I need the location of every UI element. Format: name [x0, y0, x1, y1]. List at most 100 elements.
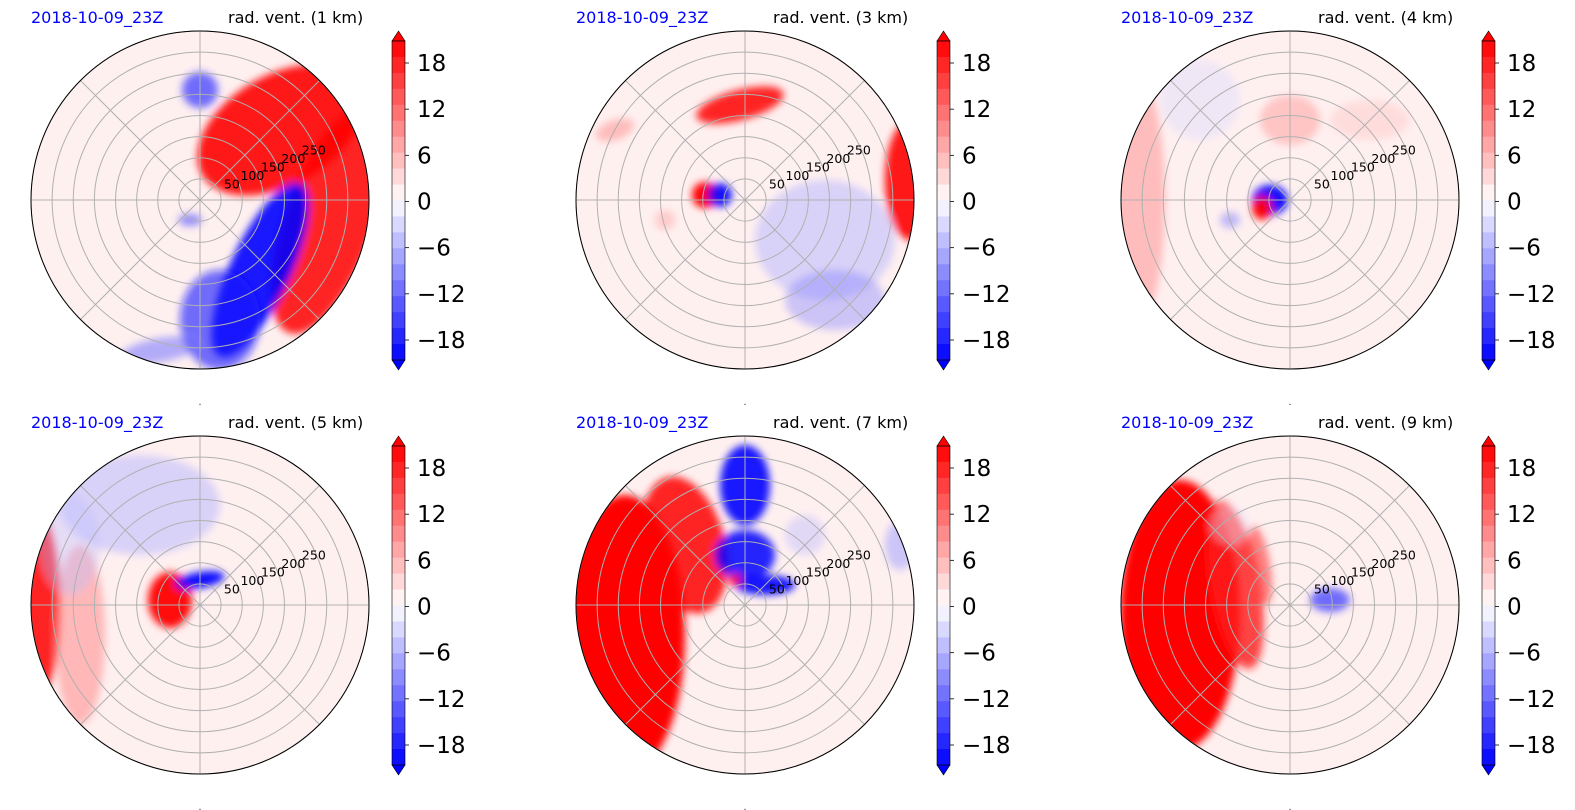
- radial-tick-label: 50: [769, 581, 785, 596]
- colorbar-level: [392, 104, 405, 122]
- field-blob: [1252, 196, 1272, 220]
- colorbar-level: [392, 168, 405, 186]
- panel-1: 50 100 150 200 250 18 12 6 0 −18 −12 −6 2018-10-09_2…: [0, 0, 545, 405]
- colorbar-tick-label: −6: [417, 236, 451, 262]
- grid-spoke: [744, 485, 865, 606]
- radial-tick-label: 250: [847, 547, 871, 562]
- colorbar-level: [1482, 152, 1495, 170]
- panel-title: rad. vent. (9 km): [1318, 413, 1454, 432]
- field-blob: [729, 574, 741, 586]
- colorbar-tick-label: 0: [417, 190, 432, 216]
- colorbar-level: [392, 56, 405, 74]
- grid-spoke: [1170, 199, 1291, 320]
- colorbar-tick-label: −6: [417, 641, 451, 667]
- panel-date: 2018-10-09_23Z: [1121, 8, 1254, 27]
- colorbar-extend-top: [936, 435, 951, 447]
- colorbar-level: [937, 621, 950, 638]
- colorbar-level: [392, 589, 405, 606]
- colorbar-level: [1482, 637, 1495, 654]
- colorbar-level: [392, 461, 405, 479]
- colorbar-tick-label: 18: [1507, 456, 1536, 482]
- colorbar-level: [1482, 232, 1495, 249]
- radial-tick-label: 50: [224, 581, 240, 596]
- colorbar-level: [1482, 701, 1495, 718]
- colorbar-level: [1482, 525, 1495, 543]
- colorbar-level: [937, 557, 950, 575]
- panel-6: 50 100 150 200 250 18 12 6 0 −18 −12 −6 2018-10-09_2…: [1090, 405, 1575, 810]
- colorbar-tick-label: 12: [1507, 502, 1536, 528]
- polar-frame: [1120, 435, 1460, 775]
- colorbar-tick-label: 12: [962, 97, 991, 123]
- radial-tick-label: 100: [785, 573, 809, 588]
- colorbar-level: [937, 701, 950, 718]
- colorbar-frame: [1481, 445, 1496, 766]
- panel-5: 50 100 150 200 250 18 12 6 0 −18 −12 −6 2018-10-09_2…: [545, 405, 1090, 810]
- colorbar-tick-label: 0: [417, 595, 432, 621]
- colorbar-level: [1482, 248, 1495, 265]
- grid-spoke: [80, 80, 201, 201]
- grid-spoke: [80, 199, 201, 320]
- grid-spoke: [199, 80, 320, 201]
- colorbar-tick-label: −6: [1507, 641, 1541, 667]
- radial-tick-label: 100: [1330, 573, 1354, 588]
- colorbar-tick-label: 12: [1507, 97, 1536, 123]
- colorbar-level: [937, 184, 950, 201]
- colorbar-level: [1482, 72, 1495, 90]
- colorbar-level: [392, 312, 405, 329]
- polar-frame: [1120, 30, 1460, 370]
- colorbar-frame: [936, 445, 951, 766]
- colorbar-level: [1482, 493, 1495, 511]
- colorbar-extend-bottom: [391, 764, 406, 776]
- colorbar-level: [937, 573, 950, 591]
- colorbar-level: [392, 264, 405, 281]
- colorbar-level: [392, 685, 405, 702]
- colorbar-level: [937, 232, 950, 249]
- radial-tick-label: 150: [1351, 159, 1375, 174]
- panel-title: rad. vent. (5 km): [228, 413, 364, 432]
- field-blob: [1310, 588, 1350, 612]
- colorbar-level: [937, 493, 950, 511]
- colorbar-extend-top: [391, 30, 406, 42]
- colorbar-tick-label: 18: [417, 51, 446, 77]
- grid-spoke: [625, 485, 746, 606]
- grid-spoke: [1289, 199, 1410, 320]
- colorbar-level: [392, 605, 405, 622]
- field-blob: [178, 214, 202, 226]
- colorbar-level: [392, 573, 405, 591]
- field-blob: [1247, 525, 1273, 605]
- panel-title: rad. vent. (1 km): [228, 8, 364, 27]
- colorbar-level: [1482, 56, 1495, 74]
- colorbar-level: [1482, 557, 1495, 575]
- colorbar-level: [392, 669, 405, 686]
- colorbar-level: [937, 312, 950, 329]
- colorbar-tick-label: 6: [1507, 143, 1522, 169]
- colorbar-tick-label: −6: [962, 641, 996, 667]
- colorbar-level: [392, 717, 405, 734]
- colorbar-tick-label: −18: [417, 328, 466, 354]
- colorbar: 18 12 6 0 −18 −12 −6: [1481, 30, 1556, 371]
- panel-title: rad. vent. (4 km): [1318, 8, 1454, 27]
- colorbar-level: [1482, 477, 1495, 495]
- colorbar-level: [937, 733, 950, 750]
- colorbar-level: [937, 56, 950, 74]
- field-blob: [708, 183, 732, 207]
- colorbar-level: [937, 525, 950, 543]
- colorbar-level: [1482, 328, 1495, 345]
- colorbar-level: [392, 88, 405, 106]
- colorbar-level: [392, 152, 405, 170]
- colorbar-level: [937, 152, 950, 170]
- radial-tick-label: 100: [240, 573, 264, 588]
- colorbar-level: [1482, 104, 1495, 122]
- colorbar-extend-bottom: [1481, 359, 1496, 371]
- colorbar-level: [937, 589, 950, 606]
- panel-date: 2018-10-09_23Z: [576, 8, 709, 27]
- colorbar-level: [392, 621, 405, 638]
- field-blob: [1210, 505, 1250, 545]
- colorbar-tick-label: 12: [417, 502, 446, 528]
- field-layer: [595, 86, 914, 330]
- colorbar-level: [392, 200, 405, 217]
- colorbar-tick-label: 18: [1507, 51, 1536, 77]
